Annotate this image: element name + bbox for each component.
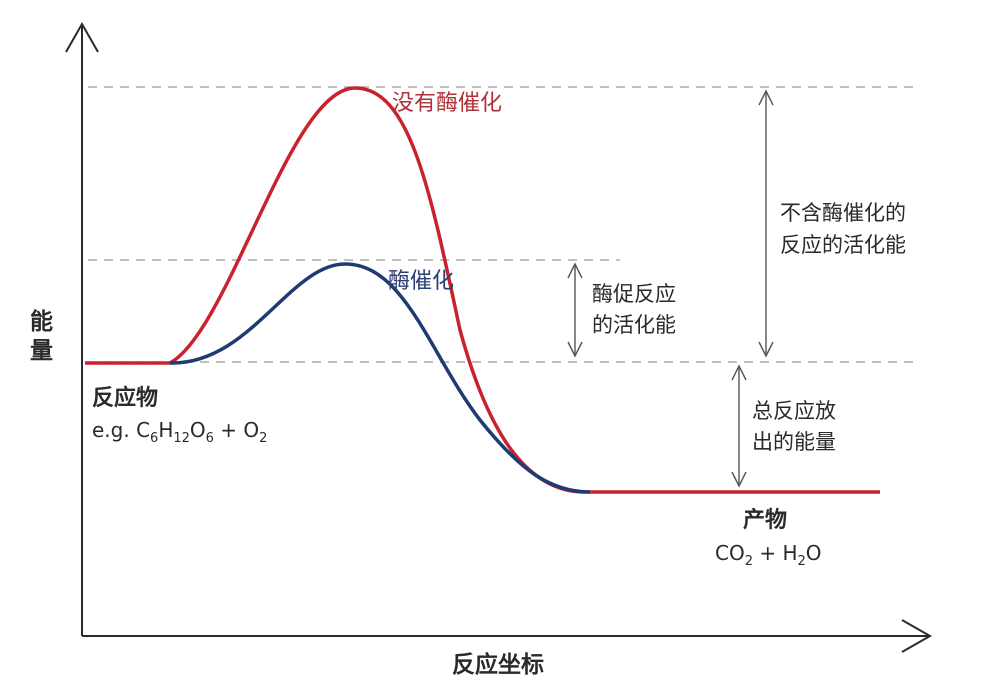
uncatalyzed-activation-energy-arrow xyxy=(758,89,774,358)
released-energy-arrow xyxy=(731,364,747,488)
enzyme-activation-energy-label-line2: 的活化能 xyxy=(592,313,676,337)
enzyme-activation-energy-arrow xyxy=(567,262,583,358)
enzyme-activation-energy-label-line1: 酶促反应 xyxy=(592,282,676,306)
released-energy-label-line2: 出的能量 xyxy=(752,430,836,454)
reactants-formula: e.g. C6H12O6 + O2 xyxy=(92,418,267,446)
released-energy-label-line1: 总反应放 xyxy=(752,399,836,423)
x-axis-arrowhead xyxy=(901,619,933,653)
catalyzed-curve xyxy=(169,262,591,494)
catalyzed-curve-label: 酶催化 xyxy=(388,269,454,294)
y-axis-arrowhead xyxy=(65,21,99,53)
y-axis-label-line2: 量 xyxy=(30,338,53,364)
products-label: 产物 xyxy=(743,507,787,533)
uncatalyzed-curve-label: 没有酶催化 xyxy=(392,91,502,116)
y-axis-label-line1: 能 xyxy=(30,308,53,335)
uncatalyzed-activation-energy-label-line1: 不含酶催化的 xyxy=(780,201,906,225)
uncatalyzed-curve xyxy=(85,86,880,494)
reactants-label: 反应物 xyxy=(92,385,158,411)
x-axis-label: 反应坐标 xyxy=(452,651,544,678)
uncatalyzed-activation-energy-label-line2: 反应的活化能 xyxy=(780,233,906,257)
products-formula: CO2 + H2O xyxy=(715,541,822,569)
